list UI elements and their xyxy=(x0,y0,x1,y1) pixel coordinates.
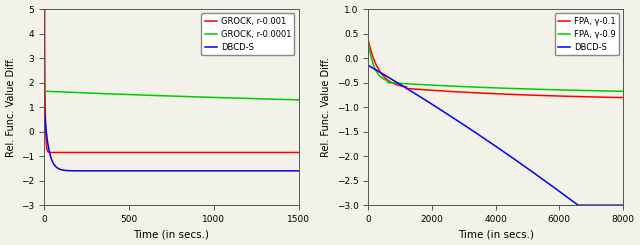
DBCD-S xyxy=(526,169,534,172)
FPA, γ-0.9 xyxy=(553,88,561,91)
FPA, γ-0.1 xyxy=(515,93,523,96)
Y-axis label: Rel. Func. Value Diff.: Rel. Func. Value Diff. xyxy=(321,57,332,157)
FPA, γ-0.9 xyxy=(567,89,575,92)
DBCD-S xyxy=(365,64,372,67)
GROCK, r-0.001 xyxy=(136,151,144,154)
GROCK, r-0.0001 xyxy=(295,98,303,101)
X-axis label: Time (in secs.): Time (in secs.) xyxy=(458,230,534,239)
DBCD-S xyxy=(154,169,162,172)
GROCK, r-0.0001 xyxy=(99,92,107,95)
Line: DBCD-S: DBCD-S xyxy=(369,65,623,205)
GROCK, r-0.001 xyxy=(40,8,48,11)
FPA, γ-0.1 xyxy=(378,72,385,75)
GROCK, r-0.0001 xyxy=(100,92,108,95)
DBCD-S xyxy=(378,72,385,74)
GROCK, r-0.001 xyxy=(51,151,58,154)
FPA, γ-0.9 xyxy=(619,90,627,93)
DBCD-S xyxy=(619,204,627,207)
FPA, γ-0.1 xyxy=(567,95,575,98)
FPA, γ-0.9 xyxy=(457,85,465,88)
FPA, γ-0.1 xyxy=(553,95,561,98)
FPA, γ-0.1 xyxy=(457,91,465,94)
DBCD-S xyxy=(567,198,575,201)
Y-axis label: Rel. Func. Value Diff.: Rel. Func. Value Diff. xyxy=(6,57,15,157)
DBCD-S xyxy=(100,169,108,172)
X-axis label: Time (in secs.): Time (in secs.) xyxy=(133,230,209,239)
DBCD-S xyxy=(515,161,523,164)
GROCK, r-0.0001 xyxy=(292,98,300,101)
GROCK, r-0.0001 xyxy=(40,90,48,93)
FPA, γ-0.1 xyxy=(619,96,627,99)
GROCK, r-0.001 xyxy=(102,151,110,154)
DBCD-S xyxy=(292,169,300,172)
GROCK, r-0.001 xyxy=(154,151,162,154)
Line: FPA, γ-0.9: FPA, γ-0.9 xyxy=(369,43,623,91)
DBCD-S xyxy=(102,169,109,172)
GROCK, r-0.001 xyxy=(99,151,107,154)
DBCD-S xyxy=(40,103,48,106)
DBCD-S xyxy=(457,121,465,124)
GROCK, r-0.0001 xyxy=(136,94,144,97)
DBCD-S xyxy=(295,169,303,172)
GROCK, r-0.001 xyxy=(293,151,301,154)
Line: GROCK, r-0.001: GROCK, r-0.001 xyxy=(44,9,299,152)
GROCK, r-0.0001 xyxy=(154,94,162,97)
Line: GROCK, r-0.0001: GROCK, r-0.0001 xyxy=(44,91,299,100)
GROCK, r-0.001 xyxy=(40,101,48,104)
DBCD-S xyxy=(199,169,207,172)
FPA, γ-0.9 xyxy=(378,76,385,79)
FPA, γ-0.9 xyxy=(526,87,534,90)
GROCK, r-0.001 xyxy=(100,151,108,154)
Legend: GROCK, r-0.001, GROCK, r-0.0001, DBCD-S: GROCK, r-0.001, GROCK, r-0.0001, DBCD-S xyxy=(202,13,294,55)
Line: FPA, γ-0.1: FPA, γ-0.1 xyxy=(369,41,623,98)
FPA, γ-0.9 xyxy=(365,42,372,45)
FPA, γ-0.9 xyxy=(515,87,523,90)
DBCD-S xyxy=(553,188,561,191)
FPA, γ-0.1 xyxy=(365,39,372,42)
DBCD-S xyxy=(99,169,107,172)
DBCD-S xyxy=(574,204,582,207)
GROCK, r-0.0001 xyxy=(102,92,109,95)
Legend: FPA, γ-0.1, FPA, γ-0.9, DBCD-S: FPA, γ-0.1, FPA, γ-0.9, DBCD-S xyxy=(555,13,619,55)
DBCD-S xyxy=(136,169,144,172)
Line: DBCD-S: DBCD-S xyxy=(44,105,299,171)
GROCK, r-0.001 xyxy=(295,151,303,154)
FPA, γ-0.1 xyxy=(526,94,534,97)
